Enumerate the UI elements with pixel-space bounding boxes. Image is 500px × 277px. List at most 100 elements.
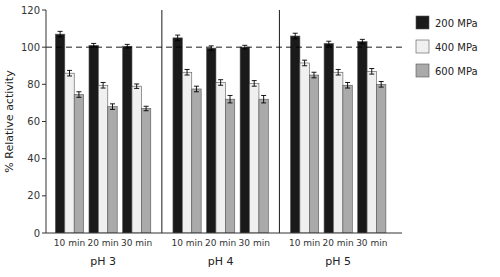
error-bar-cap [67, 75, 72, 76]
y-tick-label: 100 [21, 42, 40, 53]
error-bar-stem [136, 84, 137, 88]
error-bar [336, 69, 341, 75]
error-bar [252, 81, 257, 87]
legend: 200 MPa400 MPa600 MPa [416, 16, 478, 77]
error-bar-cap [242, 49, 247, 50]
error-bar [67, 70, 72, 76]
error-bar-stem [112, 104, 113, 110]
error-bar-cap [175, 40, 180, 41]
error-bar-cap [379, 87, 384, 88]
page: {"chart_data": {"type": "bar", "y_label"… [0, 0, 500, 277]
x-tick-label: 10 min [289, 238, 320, 248]
error-bar-cap [379, 81, 384, 82]
error-bar-cap [252, 80, 257, 81]
group-divider [279, 10, 280, 233]
error-bar [209, 46, 214, 50]
error-bar [144, 106, 149, 110]
error-bar-cap [336, 75, 341, 76]
error-bar-cap [228, 95, 233, 96]
reference-line [46, 47, 402, 48]
y-tick [42, 84, 46, 85]
y-tick [42, 121, 46, 122]
error-bar [345, 82, 350, 88]
bar [216, 82, 225, 233]
error-bar-cap [312, 77, 317, 78]
y-tick-label: 80 [27, 79, 40, 90]
y-tick-label: 20 [27, 190, 40, 201]
x-tick-label: 10 min [171, 238, 202, 248]
y-tick-label: 120 [21, 5, 40, 16]
error-bar [293, 33, 298, 39]
bar [192, 89, 201, 233]
bar [123, 46, 132, 233]
bar [141, 108, 150, 233]
error-bar-stem [211, 46, 212, 50]
error-bar-cap [185, 69, 190, 70]
error-bar-cap [336, 69, 341, 70]
bar [358, 42, 367, 233]
error-bar-stem [244, 45, 245, 49]
legend-label: 400 MPa [435, 42, 478, 53]
error-bar-stem [263, 95, 264, 102]
error-bar-stem [220, 80, 221, 86]
error-bar-stem [338, 69, 339, 75]
y-tick-label: 60 [27, 116, 40, 127]
bar [225, 99, 234, 233]
error-bar-cap [125, 44, 130, 45]
error-bar-cap [134, 88, 139, 89]
error-bar-cap [242, 45, 247, 46]
error-bar-cap [345, 88, 350, 89]
y-tick [42, 233, 46, 234]
error-bar-cap [228, 102, 233, 103]
error-bar-cap [302, 60, 307, 61]
error-bar-cap [101, 88, 106, 89]
legend-label: 600 MPa [435, 66, 478, 77]
error-bar [360, 39, 365, 43]
bar [259, 99, 268, 233]
error-bar-stem [60, 31, 61, 37]
bar [367, 71, 376, 233]
error-bar-stem [371, 69, 372, 75]
bar [240, 47, 249, 233]
error-bar [91, 43, 96, 47]
error-bar-cap [209, 50, 214, 51]
error-bar-stem [381, 82, 382, 88]
error-bar-cap [369, 74, 374, 75]
error-bar [228, 95, 233, 102]
y-axis-label: % Relative activity [3, 70, 16, 173]
error-bar-cap [302, 65, 307, 66]
error-bar-stem [187, 69, 188, 75]
error-bar-cap [360, 39, 365, 40]
error-bar-cap [326, 41, 331, 42]
error-bar-cap [261, 95, 266, 96]
group-label: pH 5 [325, 255, 351, 268]
bar [74, 95, 83, 233]
bar [207, 48, 216, 233]
error-bar-cap [185, 75, 190, 76]
error-bar [194, 86, 199, 92]
group-label: pH 3 [90, 255, 116, 268]
error-bar-cap [312, 72, 317, 73]
error-bar-stem [254, 81, 255, 87]
bar [182, 72, 191, 233]
error-bar-cap [209, 45, 214, 46]
error-bar-stem [69, 70, 70, 76]
error-bar-stem [295, 33, 296, 39]
error-bar-cap [369, 68, 374, 69]
error-bar-cap [326, 45, 331, 46]
group-label: pH 4 [208, 255, 234, 268]
error-bar-cap [101, 82, 106, 83]
y-tick-label: 40 [27, 153, 40, 164]
error-bar-cap [144, 106, 149, 107]
y-tick [42, 47, 46, 48]
error-bar-stem [304, 60, 305, 66]
error-bar [58, 31, 63, 37]
error-bar-stem [230, 95, 231, 102]
error-bar-cap [293, 38, 298, 39]
x-axis-line [46, 233, 402, 234]
error-bar-cap [252, 86, 257, 87]
x-tick-label: 30 min [121, 238, 152, 248]
error-bar-cap [110, 109, 115, 110]
error-bar [379, 82, 384, 88]
y-tick [42, 10, 46, 11]
